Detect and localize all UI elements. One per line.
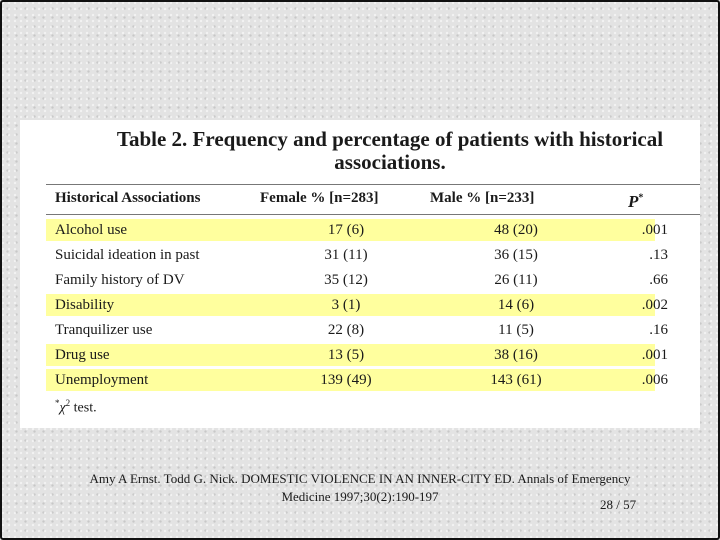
header-male: Male % [n=233] bbox=[430, 190, 535, 206]
row-male: 11 (5) bbox=[498, 322, 534, 338]
table-top-rule bbox=[46, 184, 700, 185]
table-row: Suicidal ideation in past 31 (11) 36 (15).… bbox=[46, 244, 668, 266]
citation: Amy A Ernst. Todd G. Nick. DOMESTIC VIOL… bbox=[50, 470, 670, 506]
header-p-value: P* bbox=[628, 192, 644, 211]
row-female: 13 (5) bbox=[327, 347, 365, 363]
row-p-value: .13 bbox=[649, 247, 668, 263]
row-male: 26 (11) bbox=[494, 272, 538, 288]
row-male: 14 (6) bbox=[497, 297, 535, 313]
header-female: Female % [n=283] bbox=[260, 190, 379, 206]
header-p-label: P bbox=[628, 192, 639, 211]
row-p-value: .66 bbox=[649, 272, 668, 288]
row-association: Unemployment bbox=[55, 372, 149, 388]
table-row: Tranquilizer use 22 (8) 11 (5) .16 bbox=[46, 319, 668, 341]
table-image: Table 2. Frequency and percentage of pat… bbox=[20, 120, 700, 428]
row-association: Tranquilizer use bbox=[55, 322, 153, 338]
row-association: Family history of DV bbox=[55, 272, 185, 288]
citation-line1: Amy A Ernst. Todd G. Nick. DOMESTIC VIOL… bbox=[89, 471, 631, 486]
row-association: Alcohol use bbox=[55, 222, 128, 238]
header-associations: Historical Associations bbox=[55, 190, 201, 206]
row-association: Disability bbox=[55, 297, 115, 313]
row-female: 22 (8) bbox=[327, 322, 365, 338]
footnote-text: test. bbox=[73, 400, 97, 416]
table-title-line2: associations. bbox=[334, 150, 446, 174]
row-female: 35 (12) bbox=[324, 272, 368, 288]
table-title: Table 2. Frequency and percentage of pat… bbox=[100, 128, 680, 174]
row-male: 48 (20) bbox=[494, 222, 538, 238]
row-p-value: .006 bbox=[641, 372, 668, 388]
row-male: 36 (15) bbox=[494, 247, 538, 263]
table-header-rule bbox=[46, 214, 700, 215]
table-row: Unemployment 139 (49) 143 (61) .006 bbox=[46, 369, 668, 391]
row-male: 38 (16) bbox=[494, 347, 538, 363]
page-total: / 57 bbox=[616, 497, 637, 512]
row-female: 17 (6) bbox=[327, 222, 365, 238]
table-row: Disability 3 (1) 14 (6) .002 bbox=[46, 294, 668, 316]
row-p-value: .001 bbox=[641, 347, 668, 363]
table-footnote: *χ2 test. bbox=[55, 398, 97, 416]
citation-line2: Medicine 1997;30(2):190-197 bbox=[281, 489, 439, 504]
table-row: Alcohol use 17 (6) 48 (20) .001 bbox=[46, 219, 668, 241]
row-female: 3 (1) bbox=[331, 297, 361, 313]
row-female: 139 (49) bbox=[320, 372, 372, 388]
row-female: 31 (11) bbox=[324, 247, 368, 263]
table-title-line1: Table 2. Frequency and percentage of pat… bbox=[116, 127, 664, 151]
row-association: Drug use bbox=[55, 347, 110, 363]
row-p-value: .002 bbox=[641, 297, 668, 313]
row-association: Suicidal ideation in past bbox=[55, 247, 200, 263]
table-row: Drug use 13 (5) 38 (16) .001 bbox=[46, 344, 668, 366]
row-p-value: .001 bbox=[641, 222, 668, 238]
page-current: 28 bbox=[600, 497, 613, 512]
row-p-value: .16 bbox=[649, 322, 668, 338]
row-male: 143 (61) bbox=[490, 372, 542, 388]
table-row: Family history of DV 35 (12) 26 (11) .66 bbox=[46, 269, 668, 291]
page-number: 28 / 57 bbox=[600, 497, 636, 513]
